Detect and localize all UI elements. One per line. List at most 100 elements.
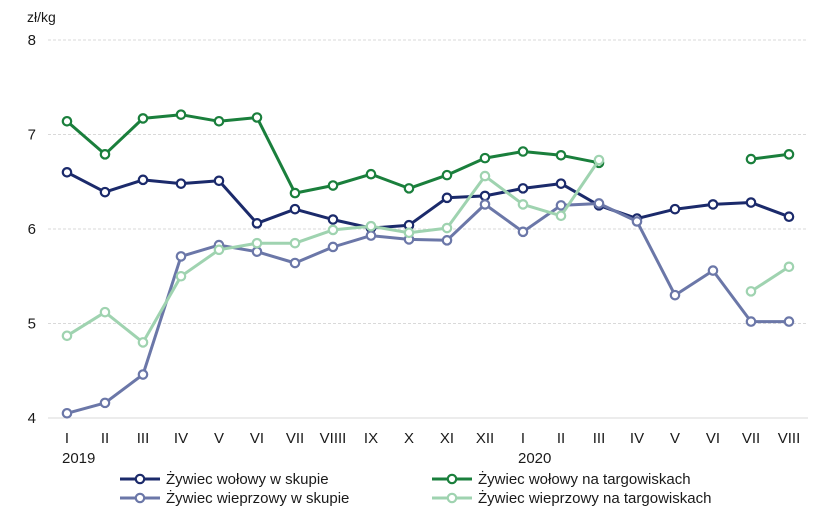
data-point [61, 330, 73, 342]
data-point [517, 183, 529, 194]
data-point [251, 246, 263, 257]
x-year-label: 2020 [518, 450, 551, 467]
x-tick-label: III [593, 430, 606, 447]
x-tick-label: II [557, 430, 565, 447]
data-point [631, 216, 643, 227]
data-point [289, 237, 301, 249]
y-tick-label: 5 [28, 316, 36, 333]
legend-item: Żywiec wołowy w skupie [120, 470, 329, 488]
series-line [66, 170, 790, 230]
data-point [175, 178, 187, 189]
data-point [327, 180, 339, 191]
legend-item: Żywiec wieprzowy na targowiskach [432, 489, 711, 507]
data-point [289, 187, 301, 199]
data-point [745, 316, 757, 327]
series-3 [61, 198, 795, 419]
y-tick-label: 7 [28, 127, 36, 144]
x-tick-label: VII [286, 430, 304, 447]
x-tick-label: VI [706, 430, 720, 447]
legend-label: Żywiec wołowy na targowiskach [478, 470, 691, 488]
data-point [517, 226, 529, 238]
data-point [213, 175, 225, 187]
x-tick-label: III [137, 430, 150, 447]
data-point [175, 109, 187, 120]
series-line [750, 152, 790, 161]
data-point [479, 199, 491, 210]
data-point [289, 203, 301, 215]
x-tick-label: VIII [778, 430, 801, 447]
data-point [479, 170, 491, 182]
series-line [750, 265, 790, 293]
data-point [175, 251, 187, 262]
data-point [783, 316, 795, 327]
legend-item: Żywiec wieprzowy w skupie [120, 489, 349, 507]
data-point [327, 224, 339, 236]
legend-marker [446, 473, 458, 485]
data-point [251, 237, 263, 249]
legend-label: Żywiec wieprzowy na targowiskach [478, 489, 711, 507]
data-point [251, 112, 263, 123]
data-point [365, 168, 377, 180]
y-axis-ticks: 4 5 6 7 8 [28, 32, 36, 427]
data-point [441, 192, 453, 204]
x-tick-label: VI [250, 430, 264, 447]
data-point [137, 113, 149, 124]
data-point [441, 222, 453, 234]
data-point [137, 337, 149, 348]
data-point [669, 289, 681, 301]
data-point [403, 183, 415, 194]
data-point [99, 186, 111, 198]
x-tick-label: XII [476, 430, 494, 447]
data-point [783, 261, 795, 273]
data-point [441, 169, 453, 181]
data-point [745, 153, 757, 165]
series-1 [61, 167, 795, 234]
data-point [555, 178, 567, 189]
data-point [327, 214, 339, 225]
x-tick-label: XI [440, 430, 454, 447]
data-point [99, 397, 111, 409]
data-point [669, 203, 681, 215]
data-point [175, 270, 187, 282]
legend-label: Żywiec wołowy w skupie [166, 470, 329, 488]
data-point [707, 199, 719, 210]
x-year-label: 2019 [62, 450, 95, 467]
data-point [517, 199, 529, 210]
legend-marker [446, 492, 458, 504]
data-point [707, 265, 719, 276]
x-tick-label: IX [364, 430, 378, 447]
data-point [61, 167, 73, 178]
legend-item: Żywiec wołowy na targowiskach [432, 470, 691, 488]
data-point [555, 149, 567, 161]
data-point [479, 152, 491, 164]
x-tick-label: IV [174, 430, 188, 447]
x-tick-label: I [65, 430, 69, 447]
data-point [783, 211, 795, 223]
data-point [783, 149, 795, 160]
data-point [593, 198, 605, 209]
x-tick-label: VII [742, 430, 760, 447]
y-tick-label: 6 [28, 221, 36, 238]
data-point [61, 115, 73, 127]
legend-marker [134, 473, 146, 485]
data-point [593, 154, 605, 166]
legend-label: Żywiec wieprzowy w skupie [166, 489, 349, 507]
x-tick-label: II [101, 430, 109, 447]
data-point [327, 241, 339, 253]
legend: Żywiec wołowy w skupie Żywiec wołowy na t… [120, 470, 711, 507]
series-2 [61, 109, 795, 199]
data-point [61, 407, 73, 419]
data-point [441, 235, 453, 246]
data-point [251, 218, 263, 229]
data-point [403, 227, 415, 239]
data-point [213, 115, 225, 127]
data-point [137, 174, 149, 186]
data-point [479, 190, 491, 202]
data-point [99, 149, 111, 160]
legend-marker [134, 492, 146, 504]
data-point [213, 244, 225, 256]
data-point [745, 286, 757, 297]
data-point [289, 257, 301, 269]
x-axis: I II III IV V VI VII VIIII IX X XI XII I II III IV V VI VI… [62, 430, 800, 467]
